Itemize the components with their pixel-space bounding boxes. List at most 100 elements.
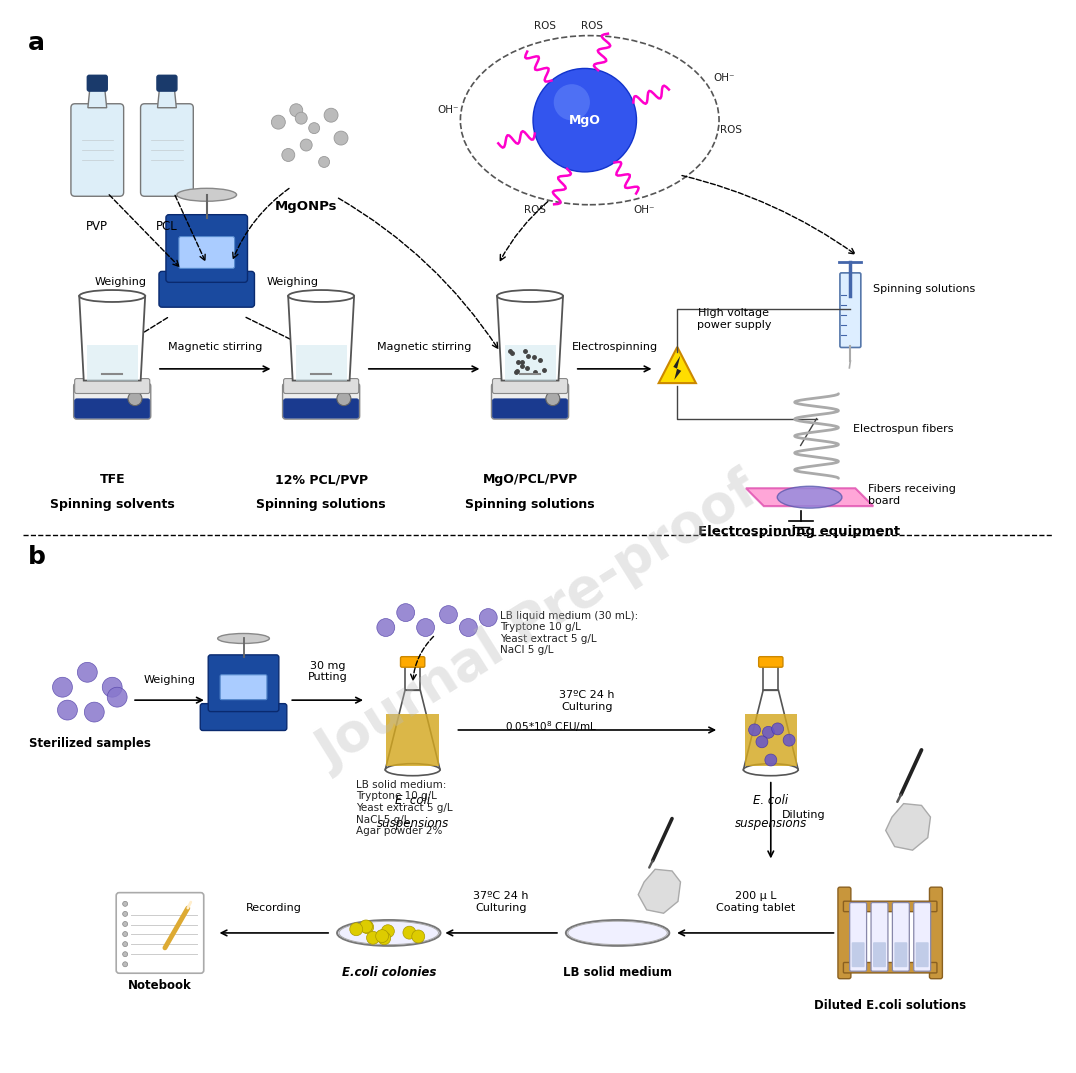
Text: E. coli: E. coli xyxy=(395,794,430,807)
Circle shape xyxy=(416,618,435,636)
Circle shape xyxy=(771,723,783,735)
Text: suspensions: suspensions xyxy=(735,817,807,829)
Circle shape xyxy=(334,131,348,145)
FancyBboxPatch shape xyxy=(894,942,907,967)
Text: High voltage
power supply: High voltage power supply xyxy=(697,308,771,329)
Text: Electrospinning: Electrospinning xyxy=(571,342,657,352)
Polygon shape xyxy=(745,714,797,766)
Text: TFE: TFE xyxy=(99,473,125,486)
Circle shape xyxy=(123,952,128,957)
Text: Spinning solutions: Spinning solutions xyxy=(256,498,386,511)
Polygon shape xyxy=(88,89,107,107)
Circle shape xyxy=(378,931,391,944)
Text: LB solid medium: LB solid medium xyxy=(563,966,672,979)
FancyBboxPatch shape xyxy=(209,655,279,711)
FancyBboxPatch shape xyxy=(840,273,861,348)
Circle shape xyxy=(479,608,497,627)
FancyBboxPatch shape xyxy=(493,379,568,394)
FancyBboxPatch shape xyxy=(284,379,358,394)
Circle shape xyxy=(756,736,768,748)
Ellipse shape xyxy=(566,920,669,946)
Circle shape xyxy=(381,925,394,938)
FancyBboxPatch shape xyxy=(74,399,150,418)
FancyBboxPatch shape xyxy=(166,215,247,282)
Text: PVP: PVP xyxy=(86,220,109,233)
Text: 37ºC 24 h
Culturing: 37ºC 24 h Culturing xyxy=(560,691,615,712)
FancyBboxPatch shape xyxy=(872,902,888,971)
FancyBboxPatch shape xyxy=(284,399,358,418)
Polygon shape xyxy=(746,488,874,506)
Circle shape xyxy=(402,926,416,939)
Polygon shape xyxy=(505,346,555,381)
FancyBboxPatch shape xyxy=(916,942,929,967)
Text: Magnetic stirring: Magnetic stirring xyxy=(168,342,263,352)
Text: 0.05*10$^8$ CFU/mL: 0.05*10$^8$ CFU/mL xyxy=(505,720,597,734)
Ellipse shape xyxy=(497,290,563,302)
Circle shape xyxy=(412,930,425,943)
Circle shape xyxy=(123,931,128,937)
Circle shape xyxy=(360,921,373,934)
Text: a: a xyxy=(28,31,44,55)
Text: b: b xyxy=(28,545,45,569)
Circle shape xyxy=(783,734,795,746)
Text: ROS: ROS xyxy=(720,126,742,135)
Text: ROS: ROS xyxy=(524,205,546,215)
Text: MgONPs: MgONPs xyxy=(275,200,338,212)
Text: Weighing: Weighing xyxy=(143,675,196,686)
Text: LB solid medium:
Tryptone 10 g/L
Yeast extract 5 g/L
NaCl 5 g/L
Agar powder 2%: LB solid medium: Tryptone 10 g/L Yeast e… xyxy=(356,780,453,836)
Polygon shape xyxy=(744,690,798,769)
FancyBboxPatch shape xyxy=(74,379,150,394)
FancyBboxPatch shape xyxy=(873,942,886,967)
Polygon shape xyxy=(674,356,681,380)
Circle shape xyxy=(123,942,128,946)
Text: 30 mg
Putting: 30 mg Putting xyxy=(308,661,348,682)
Ellipse shape xyxy=(176,189,237,202)
Polygon shape xyxy=(638,869,680,913)
Polygon shape xyxy=(288,296,354,381)
Circle shape xyxy=(318,157,329,167)
Polygon shape xyxy=(405,665,421,690)
FancyBboxPatch shape xyxy=(159,271,254,307)
FancyBboxPatch shape xyxy=(892,902,909,971)
FancyBboxPatch shape xyxy=(844,901,937,912)
Ellipse shape xyxy=(744,764,798,776)
Text: Spinning solutions: Spinning solutions xyxy=(465,498,595,511)
Circle shape xyxy=(749,724,761,736)
Text: MgO/PCL/PVP: MgO/PCL/PVP xyxy=(482,473,578,486)
Text: Weighing: Weighing xyxy=(95,277,147,288)
Text: Notebook: Notebook xyxy=(128,979,192,991)
Text: ROS: ROS xyxy=(581,20,603,31)
FancyBboxPatch shape xyxy=(116,893,203,973)
Text: Journal Pre-proof: Journal Pre-proof xyxy=(308,465,768,779)
Circle shape xyxy=(57,701,77,720)
Text: LB liquid medium (30 mL):
Tryptone 10 g/L
Yeast extract 5 g/L
NaCl 5 g/L: LB liquid medium (30 mL): Tryptone 10 g/… xyxy=(500,611,638,656)
FancyBboxPatch shape xyxy=(850,902,866,971)
Circle shape xyxy=(123,911,128,916)
Text: Sterilized samples: Sterilized samples xyxy=(29,737,152,750)
Circle shape xyxy=(459,618,478,636)
Circle shape xyxy=(533,69,637,172)
Circle shape xyxy=(123,961,128,967)
Polygon shape xyxy=(386,714,439,766)
FancyBboxPatch shape xyxy=(200,704,287,731)
Circle shape xyxy=(289,104,302,117)
FancyBboxPatch shape xyxy=(157,75,176,91)
FancyBboxPatch shape xyxy=(493,399,568,418)
FancyBboxPatch shape xyxy=(400,657,425,667)
Ellipse shape xyxy=(777,486,841,509)
Ellipse shape xyxy=(80,290,145,302)
Circle shape xyxy=(295,113,307,124)
Text: Spinning solutions: Spinning solutions xyxy=(874,284,976,294)
Text: 200 μ L
Coating tablet: 200 μ L Coating tablet xyxy=(716,892,795,913)
Circle shape xyxy=(84,702,104,722)
Ellipse shape xyxy=(288,290,354,302)
Circle shape xyxy=(53,677,72,697)
FancyBboxPatch shape xyxy=(492,383,568,420)
Circle shape xyxy=(128,392,142,406)
Text: MgO: MgO xyxy=(569,114,600,127)
Text: Diluted E.coli solutions: Diluted E.coli solutions xyxy=(815,999,966,1012)
Text: Recording: Recording xyxy=(246,903,301,913)
Text: OH⁻: OH⁻ xyxy=(634,205,655,215)
Circle shape xyxy=(324,108,338,122)
Circle shape xyxy=(359,920,372,932)
